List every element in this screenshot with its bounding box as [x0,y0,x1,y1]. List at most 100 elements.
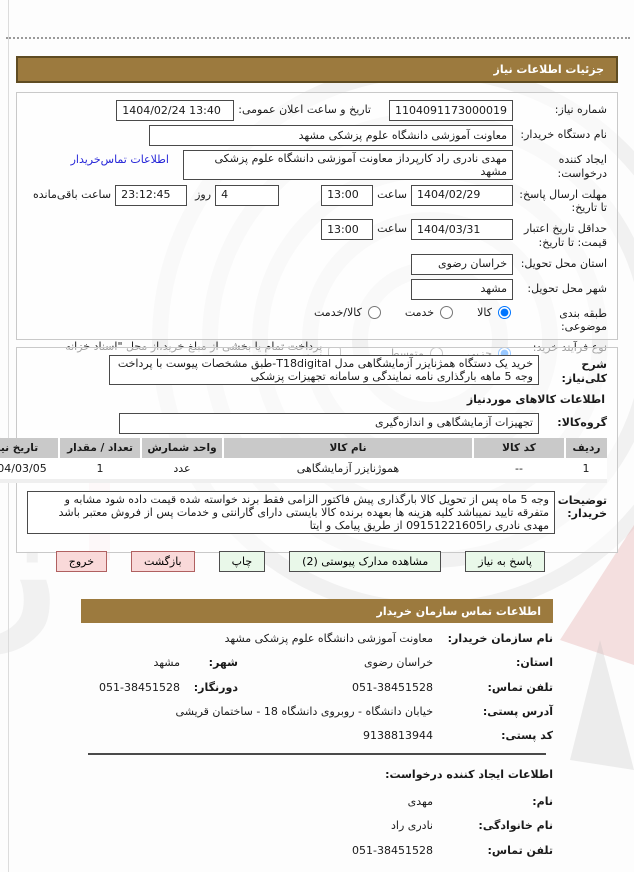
contact-phone-label: تلفن تماس: [487,680,553,694]
contact-row-org: نام سازمان خریدار: معاونت آموزشی دانشگاه… [81,632,553,646]
col-header-unit: واحد شمارش [140,437,223,458]
section-header-need-details: جزئیات اطلاعات نیاز [16,56,618,83]
response-deadline-label: مهلت ارسال پاسخ: تا تاریخ: [519,187,607,215]
buyer-contact-title: اطلاعات تماس سازمان خریدار [376,604,541,618]
price-validity-date: 1404/03/31 [411,219,513,240]
top-dotted-divider [6,37,630,39]
request-creator-value: مهدی نادری راد کارپرداز معاونت آموزشی دا… [183,150,513,181]
classification-option-goods: کالا [477,305,492,319]
creator-row-phone: تلفن تماس: 051-38451528 [81,844,553,858]
time-remaining-value: 23:12:45 [115,184,188,206]
section-header-buyer-contact: اطلاعات تماس سازمان خریدار [81,599,553,623]
deadline-hour-label: ساعت [377,187,407,201]
need-description-label: شرح کلی‌نیاز: [561,358,608,385]
buyer-org-value: معاونت آموزشی دانشگاه علوم پزشکی مشهد [149,125,513,146]
announce-label: تاریخ و ساعت اعلان عمومی: [238,103,371,116]
buyer-contact-section: نام سازمان خریدار: معاونت آموزشی دانشگاه… [81,632,553,753]
classification-radio-goods[interactable] [498,305,511,319]
row-delivery-province: استان محل تحویل: خراسان رضوی [27,253,607,275]
goods-group-label: گروه‌کالا: [557,415,607,429]
announce-value: 1404/02/24 13:40 [116,100,235,121]
contact-phone-value: 051-38451528 [352,680,433,694]
row-subject-classification: طبقه بندی موضوعی: کالا خدمت کالا/خدمت [27,304,607,335]
goods-group-value: تجهیزات آزمایشگاهی و اندازه‌گیری [119,412,539,434]
delivery-province-label: استان محل تحویل: [520,256,607,270]
buyer-notes-value: وجه 5 ماه پس از تحویل کالا بارگذاری پیش … [27,490,555,535]
action-buttons: پاسخ به نیاز مشاهده مدارک پیوستی (2) چاپ… [55,551,545,572]
contact-row-province-city: استان: خراسان رضوی شهر: مشهد [81,656,553,670]
cell-name: هموژنایزر آزمایشگاهی [223,457,473,483]
classification-option-goods-service: کالا/خدمت [314,305,362,319]
col-header-date: تاریخ نیاز [0,437,59,458]
creator-name-label: نام: [532,795,553,808]
contact-province-value: خراسان رضوی [363,656,433,670]
creator-phone-label: تلفن تماس: [487,843,553,857]
subject-classification-label: طبقه بندی موضوعی: [559,306,607,334]
page-edge-line [8,0,9,872]
classification-radio-goods-service[interactable] [367,305,381,319]
row-response-deadline: مهلت ارسال پاسخ: تا تاریخ: 1404/02/29 سا… [27,184,607,216]
contact-row-address: آدرس پستی: خیابان دانشگاه - روبروی دانشگ… [81,705,553,719]
creator-family-label: نام خانوادگی: [478,819,553,833]
classification-option-service: خدمت [404,305,435,319]
deadline-hour-value: 13:00 [321,184,374,206]
buyer-contact-link[interactable]: اطلاعات تماس‌خریدار [70,153,169,166]
creator-section-title: اطلاعات ایجاد کننده درخواست: [385,768,553,781]
col-header-code: کد کالا [472,437,565,458]
goods-table-header: ردیف کد کالا نام کالا واحد شمارش تعداد /… [0,437,607,458]
view-attachments-button[interactable]: مشاهده مدارک پیوستی (2) [289,551,442,572]
row-price-validity: حداقل تاریخ اعتبار قیمت: تا تاریخ: 1404/… [27,219,607,250]
contact-postal-label: کد پستی: [501,729,553,743]
contact-row-phone-fax: تلفن تماس: 051-38451528 دورنگار: 051-384… [81,681,553,695]
creator-phone-value: 051-38451528 [352,843,433,857]
cell-row: 1 [565,457,607,483]
creator-name-value: مهدی [407,795,433,808]
need-number-value: 1104091173000019 [389,100,513,121]
cell-date: 1404/03/05 [0,457,59,483]
cell-code: -- [473,457,565,483]
table-row: 1 -- هموژنایزر آزمایشگاهی عدد 1 1404/03/… [0,457,607,483]
contact-fax-label: دورنگار: [193,680,238,694]
need-details-panel: شماره نیاز: 1104091173000019 تاریخ و ساع… [16,92,618,366]
buyer-notes-label: توضیحات خریدار: [557,493,607,521]
row-need-number: شماره نیاز: 1104091173000019 تاریخ و ساع… [27,100,607,121]
delivery-city-label: شهر محل تحویل: [527,281,607,295]
price-validity-hour-label: ساعت [377,222,407,235]
section-title: جزئیات اطلاعات نیاز [493,63,605,76]
contact-city-label: شهر: [208,656,238,670]
col-header-name: نام کالا [222,437,473,458]
goods-info-panel: شرح کلی‌نیاز: خرید یک دستگاه همژنایزر آز… [0,347,618,553]
creator-family-value: نادری راد [391,819,433,833]
goods-table: ردیف کد کالا نام کالا واحد شمارش تعداد /… [0,437,607,483]
contact-province-label: استان: [516,656,553,670]
day-unit-label: روز [195,187,212,201]
row-request-creator: ایجاد کننده درخواست: مهدی نادری راد کارپ… [27,150,607,181]
required-goods-heading: اطلاعات کالاهای موردنیاز [466,392,605,406]
creator-row-family: نام خانوادگی: نادری راد [81,819,553,833]
delivery-city-value: مشهد [411,278,513,300]
col-header-qty: تعداد / مقدار [58,437,141,458]
row-need-description: شرح کلی‌نیاز: خرید یک دستگاه همژنایزر آز… [27,355,607,386]
row-delivery-city: شهر محل تحویل: مشهد [27,278,607,300]
contact-org-label: نام سازمان خریدار: [447,632,553,645]
request-creator-label: ایجاد کننده درخواست: [557,153,607,180]
time-remaining-label: ساعت باقی‌مانده [33,187,112,201]
need-number-label: شماره نیاز: [554,103,607,116]
cell-unit: عدد [141,457,223,483]
contact-postal-value: 9138813944 [363,729,433,743]
contact-address-value: خیابان دانشگاه - روبروی دانشگاه 18 - ساخ… [175,704,433,718]
contact-address-label: آدرس پستی: [482,704,553,718]
buyer-org-label: نام دستگاه خریدار: [520,128,607,141]
request-creator-section: اطلاعات ایجاد کننده درخواست: نام: مهدی ن… [81,768,553,868]
classification-radio-service[interactable] [440,305,454,319]
row-goods-group: گروه‌کالا: تجهیزات آزمایشگاهی و اندازه‌گ… [27,412,607,434]
respond-to-need-button[interactable]: پاسخ به نیاز [465,551,545,572]
creator-row-name: نام: مهدی [81,795,553,809]
print-button[interactable]: چاپ [218,551,266,572]
exit-button[interactable]: خروج [55,551,108,572]
contact-row-postal: کد پستی: 9138813944 [81,729,553,743]
deadline-date-value: 1404/02/29 [411,184,513,206]
section-divider-line [88,753,546,755]
back-button[interactable]: بازگشت [131,551,195,572]
contact-fax-value: 051-38451528 [99,680,180,694]
